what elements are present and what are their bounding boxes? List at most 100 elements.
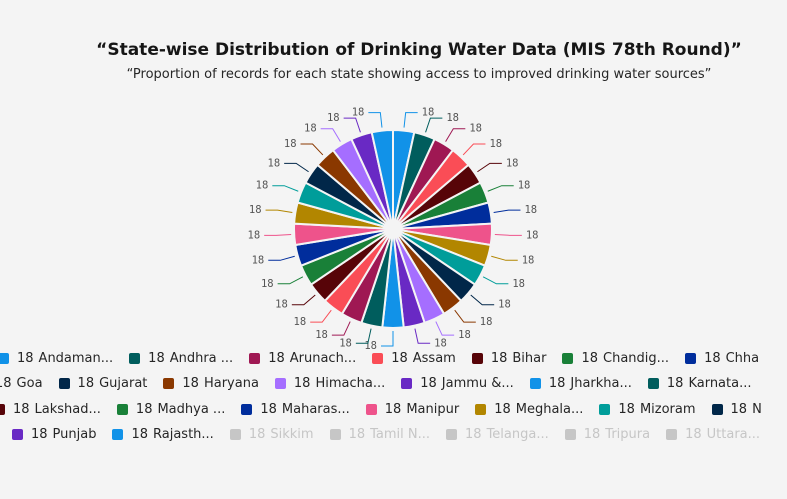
label-connector [491, 255, 518, 261]
label-connector [381, 331, 394, 347]
legend-value: 18 [131, 427, 149, 442]
legend-item[interactable]: 18 N [711, 402, 762, 417]
legend-item[interactable]: 18 Uttara... [666, 427, 760, 442]
label-connector [493, 209, 521, 213]
label-connector [277, 276, 304, 285]
legend-item[interactable]: 18 Manipur [365, 402, 459, 417]
legend-item[interactable]: 18 Andhra ... [129, 351, 233, 366]
label-connector [445, 128, 466, 142]
legend-label: Meghala... [515, 402, 584, 417]
legend-value: 18 [490, 351, 508, 366]
label-connector [435, 321, 455, 336]
data-label: 18 [526, 229, 539, 241]
legend-value: 18 [391, 351, 408, 366]
data-label: 18 [522, 254, 535, 266]
legend-value: 18 [583, 427, 601, 442]
label-connector [470, 294, 495, 306]
legend-swatch [0, 353, 9, 364]
data-label: 18 [446, 112, 459, 124]
data-label: 18 [249, 204, 262, 216]
legend-item[interactable]: 18 Maharas... [241, 402, 350, 417]
legend-item[interactable]: 18 Karnata... [647, 376, 751, 391]
label-connector [343, 117, 361, 133]
legend-item[interactable]: 18 Gujarat [58, 376, 147, 391]
legend-value: 18 [685, 427, 702, 442]
legend-swatch [58, 378, 70, 389]
data-label: 18 [352, 107, 365, 119]
legend-item[interactable]: 18 Chha [685, 351, 759, 366]
label-connector [284, 162, 309, 173]
legend-label: Lakshad... [34, 402, 101, 417]
label-connector [264, 234, 292, 236]
legend-swatch [471, 353, 483, 364]
data-label: 18 [506, 157, 519, 169]
data-label: 18 [489, 138, 502, 150]
chart-title: “State-wise Distribution of Drinking Wat… [96, 40, 742, 60]
legend-label: Andaman... [38, 351, 114, 366]
label-connector [265, 209, 293, 213]
data-label: 18 [248, 229, 261, 241]
label-connector [272, 185, 299, 192]
legend-item[interactable]: 18 Rajasth... [112, 427, 214, 442]
legend-item[interactable]: 18 Bihar [471, 351, 547, 366]
legend-label: Chha [725, 351, 760, 366]
legend-item[interactable]: 18 Telanga... [446, 427, 549, 442]
label-connector [477, 162, 502, 173]
data-label: 18 [261, 278, 274, 290]
legend-value: 18 [420, 376, 437, 391]
legend-label: N [752, 402, 762, 417]
legend-label: Uttara... [706, 427, 761, 442]
legend-swatch [401, 378, 413, 389]
legend-label: Assam [412, 351, 456, 366]
label-connector [462, 143, 486, 156]
legend-value: 18 [666, 376, 684, 391]
data-label: 18 [275, 299, 288, 311]
data-label: 18 [327, 112, 340, 124]
legend-item[interactable]: 18 Haryana [163, 376, 259, 391]
legend-label: Jharkha... [570, 376, 632, 391]
legend-value: 18 [293, 376, 311, 391]
legend-value: 18 [268, 351, 285, 366]
label-connector [320, 128, 341, 142]
legend-item[interactable]: 18 Goa [0, 376, 43, 391]
legend-item[interactable]: 18 Tamil N... [329, 427, 430, 442]
legend-swatch [564, 429, 576, 440]
legend-item[interactable]: 18 Jharkha... [529, 376, 632, 391]
label-connector [454, 309, 476, 323]
legend-item[interactable]: 18 Lakshad... [0, 402, 101, 417]
label-connector [482, 276, 509, 285]
legend-label: Tripura [605, 427, 651, 442]
legend-item[interactable]: 18 Mizoram [599, 402, 696, 417]
legend-swatch [116, 404, 128, 415]
legend-label: Punjab [52, 427, 97, 442]
legend-value: 18 [260, 402, 277, 417]
legend-swatch [711, 404, 723, 415]
legend-label: Bihar [512, 351, 547, 366]
data-label: 18 [498, 299, 511, 311]
legend-item[interactable]: 18 Arunach... [249, 351, 356, 366]
legend-value: 18 [182, 376, 199, 391]
legend-value: 18 [730, 402, 748, 417]
legend-label: Maharas... [281, 402, 350, 417]
legend-item[interactable]: 18 Tripura [564, 427, 651, 442]
legend-item[interactable]: 18 Assam [372, 351, 456, 366]
legend-item[interactable]: 18 Himacha... [274, 376, 385, 391]
legend-item[interactable]: 18 Punjab [12, 427, 96, 442]
legend-item[interactable]: 18 Meghala... [475, 402, 583, 417]
label-connector [331, 321, 351, 336]
legend-item[interactable]: 18 Chandig... [562, 351, 669, 366]
legend-label: Telanga... [486, 427, 549, 442]
legend-swatch [446, 429, 458, 440]
legend-item[interactable]: 18 Andaman... [0, 351, 113, 366]
legend-item[interactable]: 18 Sikkim [229, 427, 314, 442]
data-label: 18 [469, 123, 482, 135]
legend-item[interactable]: 18 Jammu &... [401, 376, 514, 391]
legend-swatch [599, 404, 611, 415]
legend-label: Goa [16, 376, 43, 391]
legend-swatch [562, 353, 574, 364]
legend-item[interactable]: 18 Madhya ... [116, 402, 225, 417]
legend-value: 18 [17, 351, 34, 366]
legend-value: 18 [77, 376, 95, 391]
legend-row: 18 Goa 18 Gujarat 18 Haryana 18 Himacha... 18 Jam… [0, 376, 767, 391]
